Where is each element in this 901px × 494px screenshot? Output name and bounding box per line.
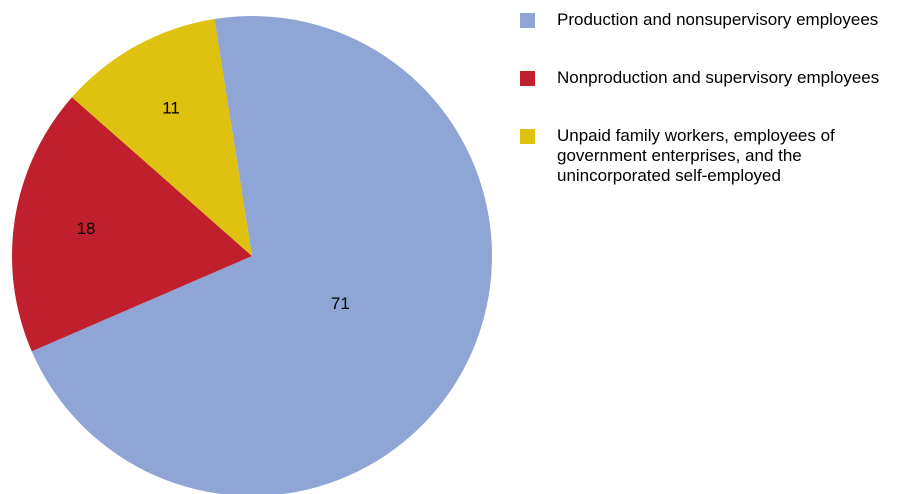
legend-entry: Unpaid family workers, employees of gove… xyxy=(520,126,890,186)
pie-slice xyxy=(31,16,492,494)
data-label: 71 xyxy=(331,294,350,313)
legend-label: Unpaid family workers, employees of gove… xyxy=(557,126,835,185)
legend-label: Nonproduction and supervisory employees xyxy=(557,68,880,87)
data-label: 18 xyxy=(77,219,96,238)
legend-swatch xyxy=(520,129,535,144)
data-label: 11 xyxy=(162,98,180,117)
legend-swatch xyxy=(520,71,535,86)
pie-slice xyxy=(12,97,252,352)
legend-label: Production and nonsupervisory employees xyxy=(557,10,879,29)
pie-slice xyxy=(71,18,252,256)
legend-entry: Production and nonsupervisory employees xyxy=(520,10,890,30)
legend-swatch xyxy=(520,13,535,28)
legend-entry: Nonproduction and supervisory employees xyxy=(520,68,890,88)
